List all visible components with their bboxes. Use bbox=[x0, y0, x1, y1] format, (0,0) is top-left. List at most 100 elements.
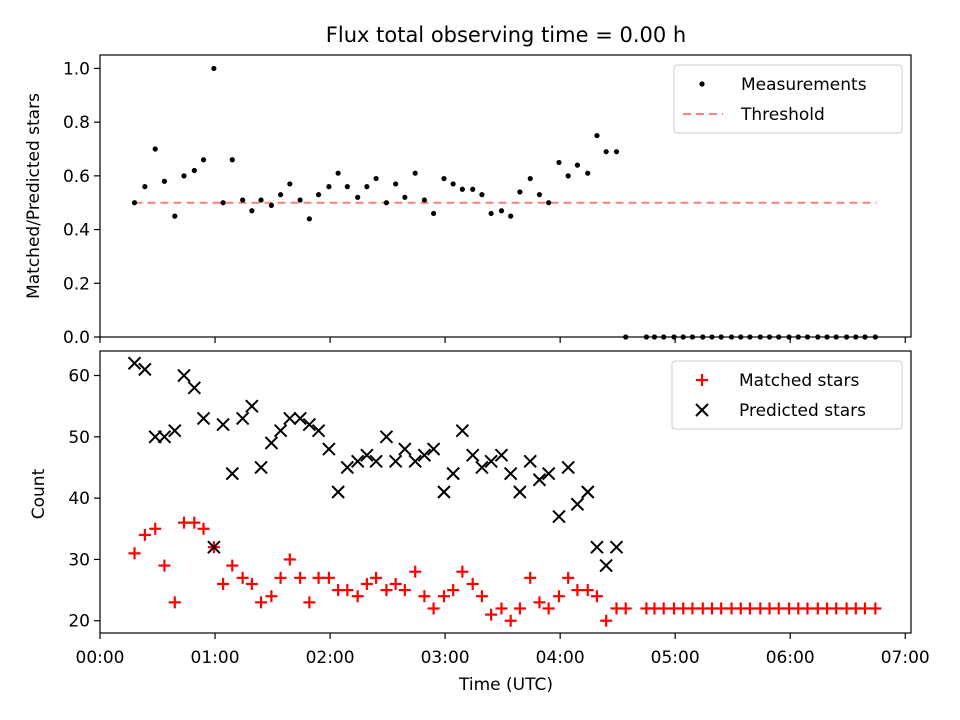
matched-star-point bbox=[245, 577, 258, 590]
measurement-point bbox=[172, 213, 178, 219]
predicted-star-point bbox=[168, 423, 182, 438]
measurement-point bbox=[508, 213, 514, 219]
predicted-star-point bbox=[417, 448, 432, 462]
measurement-point bbox=[517, 189, 523, 195]
legend-threshold-label: Threshold bbox=[740, 105, 825, 125]
predicted-star-point bbox=[494, 448, 509, 462]
predicted-star-point bbox=[138, 362, 152, 377]
matched-star-point bbox=[524, 571, 537, 584]
predicted-star-point bbox=[225, 466, 239, 481]
measurement-point bbox=[344, 184, 350, 190]
predicted-star-point bbox=[340, 460, 355, 475]
measurement-point bbox=[527, 175, 533, 182]
predicted-star-point bbox=[360, 448, 374, 462]
matched-star-point bbox=[475, 590, 488, 603]
predicted-star-point bbox=[157, 430, 172, 444]
matched-star-point bbox=[571, 584, 584, 597]
predicted-star-point bbox=[264, 436, 279, 450]
matched-star-point bbox=[466, 577, 479, 590]
measurement-point bbox=[268, 202, 275, 208]
matched-star-point bbox=[312, 571, 325, 584]
measurement-point bbox=[335, 170, 341, 176]
ratio-legend-box bbox=[673, 64, 903, 134]
predicted-star-point bbox=[541, 466, 556, 481]
predicted-star-point bbox=[187, 381, 202, 395]
matched-star-point bbox=[590, 590, 603, 603]
matched-star-point bbox=[552, 590, 565, 603]
matched-star-point bbox=[168, 596, 181, 609]
predicted-star-point bbox=[369, 454, 383, 469]
predicted-star-point bbox=[408, 454, 422, 469]
measurement-point bbox=[373, 175, 379, 182]
measurement-point bbox=[470, 186, 476, 192]
matched-star-points bbox=[128, 516, 882, 627]
predicted-star-point bbox=[475, 460, 489, 475]
predicted-star-point bbox=[388, 454, 403, 469]
measurement-point bbox=[565, 173, 571, 179]
matched-star-point bbox=[427, 602, 440, 615]
measurement-point bbox=[431, 210, 437, 217]
measurement-point bbox=[142, 184, 148, 190]
matched-star-point bbox=[149, 522, 162, 535]
legend-predicted-label: Predicted stars bbox=[739, 401, 866, 421]
legend-matched-label: Matched stars bbox=[739, 371, 859, 391]
predicted-star-point bbox=[254, 460, 268, 475]
predicted-star-point bbox=[235, 411, 250, 426]
count-x-tick-label: 05:00 bbox=[651, 648, 700, 668]
measurement-point bbox=[450, 181, 456, 187]
matched-star-point bbox=[294, 571, 307, 584]
count-x-tick-label: 01:00 bbox=[191, 648, 240, 668]
count-x-tick-label: 04:00 bbox=[536, 648, 585, 668]
predicted-star-point bbox=[302, 417, 317, 432]
measurement-point bbox=[278, 192, 284, 198]
predicted-star-point bbox=[322, 442, 336, 456]
predicted-star-point bbox=[503, 466, 518, 481]
matched-star-point bbox=[138, 528, 151, 541]
matched-star-point bbox=[686, 602, 699, 615]
measurement-point bbox=[441, 175, 447, 182]
ratio-y-tick-label: 0.0 bbox=[63, 328, 90, 348]
ratio-y-tick-label: 1.0 bbox=[63, 59, 90, 79]
predicted-star-point bbox=[561, 460, 575, 475]
measurement-point bbox=[613, 149, 620, 155]
predicted-star-point bbox=[437, 485, 451, 499]
matched-star-point bbox=[513, 602, 526, 615]
matched-star-point bbox=[418, 590, 431, 603]
predicted-star-point bbox=[273, 423, 288, 438]
count-x-tick-label: 00:00 bbox=[76, 648, 125, 668]
predicted-star-point bbox=[283, 411, 297, 426]
predicted-star-point bbox=[216, 417, 230, 432]
matched-star-point bbox=[226, 559, 239, 572]
matched-star-point bbox=[255, 596, 268, 609]
matched-star-point bbox=[619, 602, 632, 615]
measurement-point bbox=[536, 192, 543, 198]
measurement-point bbox=[603, 149, 609, 155]
predicted-star-point bbox=[331, 485, 345, 499]
ratio-panel: Flux total observing time = 0.00 h 0.00.… bbox=[24, 23, 912, 348]
measurement-point bbox=[498, 208, 505, 214]
ratio-legend: Measurements Threshold bbox=[673, 64, 903, 134]
matched-star-point bbox=[447, 584, 460, 597]
count-x-ticks: 00:00 01:00 02:00 03:00 04:00 05:00 06:00 07:00 bbox=[76, 633, 930, 668]
count-legend-box bbox=[671, 360, 903, 430]
predicted-star-point bbox=[523, 454, 537, 469]
measurement-point bbox=[412, 170, 418, 176]
matched-star-point bbox=[360, 577, 373, 590]
measurement-point bbox=[287, 181, 293, 187]
ratio-plot-frame bbox=[99, 54, 912, 338]
predicted-star-point bbox=[455, 423, 470, 438]
legend-predicted-marker bbox=[695, 403, 709, 417]
measurement-point bbox=[211, 65, 217, 72]
measurement-point bbox=[181, 173, 187, 179]
measurement-point bbox=[364, 184, 370, 190]
matched-star-point bbox=[389, 577, 402, 590]
matched-star-point bbox=[217, 577, 230, 590]
predicted-star-point bbox=[590, 540, 604, 554]
count-panel: 20 30 40 50 60 00:00 01:00 02:00 03:00 04:00 05:0… bbox=[29, 350, 930, 695]
count-legend: Matched stars Predicted stars bbox=[671, 360, 903, 430]
matched-star-point bbox=[801, 602, 814, 615]
ratio-y-tick-label: 0.4 bbox=[63, 221, 90, 241]
measurement-point bbox=[240, 197, 246, 203]
measurement-point bbox=[161, 178, 168, 184]
